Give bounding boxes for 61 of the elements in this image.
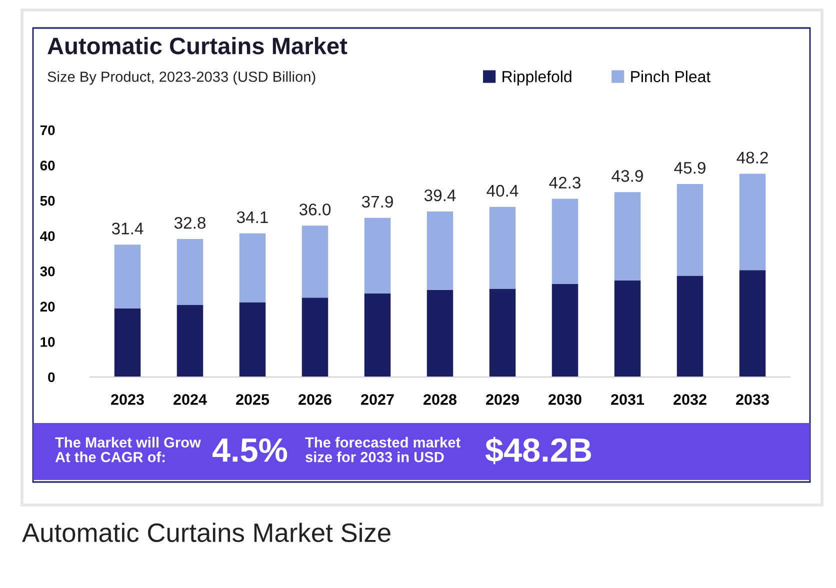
x-tick-label: 2024 <box>174 394 207 405</box>
x-tick-label: 2028 <box>424 394 457 405</box>
text: $48.2B <box>485 436 591 464</box>
bar <box>176 305 204 377</box>
chart-subtitle: Size By Product, 2023-2033 (USD Billion) <box>48 71 316 85</box>
bar <box>676 276 704 377</box>
bar <box>302 298 328 377</box>
bar <box>489 206 516 289</box>
x-tick-label: 2026 <box>298 394 332 405</box>
y-tick-label: 70 <box>40 125 55 136</box>
bar <box>739 174 766 270</box>
x-tick-label: 2031 <box>611 394 644 405</box>
bar <box>552 284 578 377</box>
bar <box>114 244 141 309</box>
bar <box>302 226 328 298</box>
annotation: 40.4 <box>486 184 518 197</box>
bar <box>114 308 141 377</box>
y-tick-label: 10 <box>40 337 55 347</box>
chart-title: Automatic Curtains Market <box>48 36 348 54</box>
x-tick-label: 2027 <box>361 394 394 405</box>
bar <box>614 192 641 280</box>
text: Automatic Curtains Market Size <box>22 522 390 542</box>
bar <box>426 290 454 377</box>
bar <box>489 288 516 377</box>
legend-label: Pinch Pleat <box>631 70 711 82</box>
y-tick-label: 30 <box>40 266 55 276</box>
y-tick-label: 50 <box>40 196 55 206</box>
annotation: 32.8 <box>174 216 206 229</box>
annotation: 36.0 <box>299 204 331 216</box>
text: 4.5% <box>212 438 288 462</box>
y-tick-label: 20 <box>40 302 55 312</box>
x-tick-label: 2032 <box>674 394 706 405</box>
text: The forecasted market size for 2033 in USD <box>305 436 460 462</box>
x-tick-label: 2025 <box>236 394 270 405</box>
bar <box>552 198 578 284</box>
bar <box>364 218 391 294</box>
bar <box>364 293 391 377</box>
annotation: 42.3 <box>549 176 580 189</box>
annotation: 43.9 <box>612 170 643 182</box>
bar <box>239 302 266 377</box>
x-tick-label: 2029 <box>486 394 519 405</box>
bar <box>676 184 704 276</box>
bar <box>426 212 454 290</box>
y-tick-label: 40 <box>40 231 55 242</box>
bar <box>739 270 766 377</box>
annotation: 31.4 <box>112 222 144 234</box>
annotation: 48.2 <box>736 152 768 164</box>
bar <box>176 239 204 306</box>
annotation: 45.9 <box>674 162 706 174</box>
x-tick-label: 2023 <box>111 394 144 405</box>
x-tick-label: 2033 <box>736 394 769 405</box>
annotation: 34.1 <box>236 211 268 224</box>
y-tick-label: 0 <box>48 372 55 382</box>
bar <box>614 280 641 377</box>
y-tick-label: 60 <box>40 160 55 170</box>
annotation: 37.9 <box>362 196 393 208</box>
legend-label: Ripplefold <box>502 70 572 86</box>
bar <box>239 233 266 302</box>
text: The Market will Grow At the CAGR of: <box>55 436 201 462</box>
x-tick-label: 2030 <box>548 394 582 405</box>
annotation: 39.4 <box>424 189 456 202</box>
